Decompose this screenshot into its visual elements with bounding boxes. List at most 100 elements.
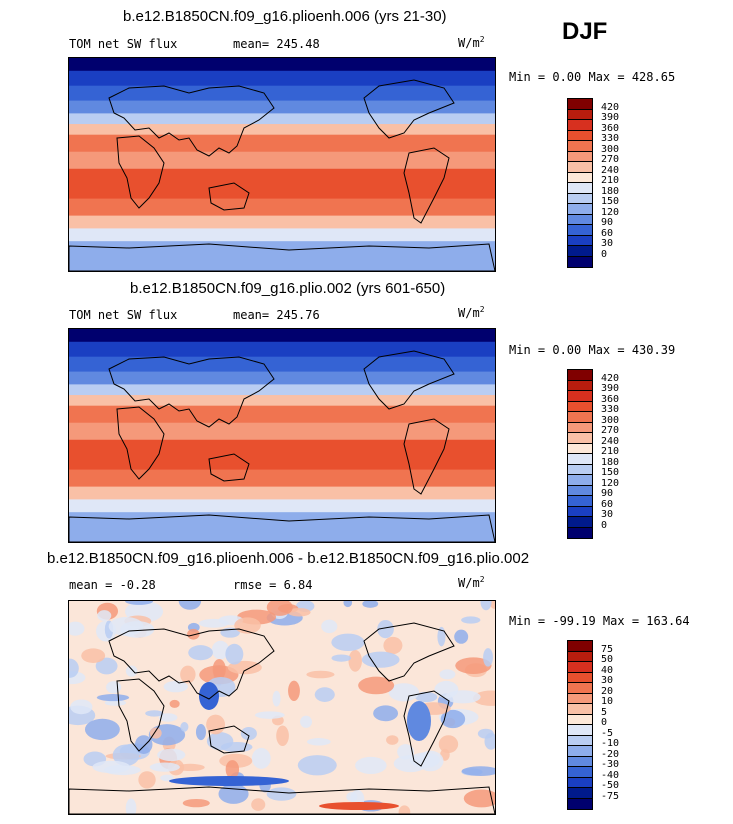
anomaly-blob <box>112 744 140 766</box>
colorbar-swatch <box>568 391 592 402</box>
colorbar-swatch <box>568 422 592 433</box>
anomaly-blob <box>163 680 188 693</box>
anomaly-blob <box>169 776 289 786</box>
coastline <box>208 453 250 482</box>
anomaly-blob <box>69 658 79 678</box>
anomaly-blob <box>362 601 379 608</box>
field-band <box>69 499 495 514</box>
colorbar-swatch <box>568 204 592 215</box>
panel-2-map <box>68 328 496 543</box>
anomaly-blob <box>157 748 186 762</box>
anomaly-blob <box>188 645 213 661</box>
coastline <box>363 622 455 682</box>
anomaly-blob <box>81 648 106 663</box>
anomaly-blob <box>206 732 234 751</box>
panel-3-title: b.e12.B1850CN.f09_g16.plioenh.006 - b.e1… <box>47 550 530 567</box>
anomaly-blob <box>300 715 313 728</box>
colorbar-tick-label: 210 <box>601 446 620 457</box>
anomaly-blob <box>297 755 337 776</box>
colorbar-swatch <box>568 746 592 757</box>
colorbar-swatch <box>568 662 592 673</box>
panel-2-colorbar <box>567 369 593 539</box>
anomaly-blob <box>182 798 210 808</box>
colorbar-swatch <box>568 443 592 454</box>
anomaly-blob <box>388 683 420 702</box>
colorbar-tick-label: 420 <box>601 372 620 384</box>
colorbar-tick-label: 40 <box>601 664 614 676</box>
colorbar-swatch <box>568 172 592 183</box>
field-band <box>69 341 495 358</box>
colorbar-swatch <box>568 651 592 662</box>
coastline <box>116 135 165 209</box>
anomaly-blob <box>454 629 469 644</box>
colorbar-swatch <box>568 454 592 465</box>
colorbar-tick-label: 20 <box>601 685 614 697</box>
colorbar-tick-label: 90 <box>601 488 614 499</box>
colorbar-tick-label: -30 <box>601 759 620 770</box>
colorbar-swatch <box>568 641 592 652</box>
colorbar-tick-label: -50 <box>601 780 620 791</box>
anomaly-blob <box>160 774 174 782</box>
panel-3-units: W/m2 <box>458 575 485 590</box>
anomaly-blob <box>199 682 219 710</box>
anomaly-blob <box>461 616 481 624</box>
colorbar-tick-label: 50 <box>601 654 614 665</box>
coastline <box>116 678 165 752</box>
anomaly-blob <box>120 621 155 638</box>
panel-2-minmax: Min = 0.00 Max = 430.39 <box>509 343 676 357</box>
anomaly-blob <box>314 687 335 702</box>
colorbar-tick-label: 120 <box>601 477 620 489</box>
anomaly-blob <box>169 699 180 708</box>
anomaly-blob <box>225 643 244 665</box>
colorbar-swatch <box>568 704 592 715</box>
field-band <box>69 405 495 424</box>
anomaly-blob <box>437 626 446 647</box>
colorbar-tick-label: 10 <box>601 696 614 707</box>
coastline <box>363 350 455 410</box>
colorbar-swatch <box>568 193 592 204</box>
panel-1-minmax: Min = 0.00 Max = 428.65 <box>509 70 676 84</box>
anomaly-blob <box>251 747 271 769</box>
colorbar-swatch <box>568 151 592 162</box>
anomaly-blob <box>306 738 331 746</box>
field-band <box>69 124 495 136</box>
colorbar-swatch <box>568 246 592 257</box>
anomaly-blob <box>355 756 387 774</box>
anomaly-blob <box>96 694 130 702</box>
anomaly-blob <box>266 787 297 801</box>
colorbar-tick-label: -20 <box>601 748 620 760</box>
anomaly-blob <box>125 798 137 814</box>
colorbar-tick-label: -5 <box>601 727 614 739</box>
colorbar-swatch <box>568 756 592 767</box>
anomaly-blob <box>306 670 335 679</box>
anomaly-blob <box>288 680 300 701</box>
field-band <box>69 329 495 343</box>
anomaly-blob <box>358 676 395 695</box>
anomaly-blob <box>187 628 200 640</box>
coastline <box>116 406 165 480</box>
anomaly-blob <box>287 607 311 617</box>
colorbar-swatch <box>568 496 592 507</box>
colorbar-swatch <box>568 214 592 225</box>
colorbar-tick-label: 120 <box>601 206 620 218</box>
coastline <box>403 418 450 495</box>
anomaly-blob <box>125 601 154 605</box>
colorbar-tick-label: 30 <box>601 675 614 686</box>
anomaly-blob <box>180 665 196 684</box>
colorbar-swatch <box>568 183 592 194</box>
colorbar-tick-label: 300 <box>601 143 620 155</box>
colorbar-swatch <box>568 735 592 746</box>
anomaly-blob <box>97 610 112 621</box>
panel-1-mean: mean= 245.48 <box>233 37 320 51</box>
colorbar-tick-label: 150 <box>601 467 620 478</box>
panel-2-mean: mean= 245.76 <box>233 308 320 322</box>
colorbar-swatch <box>568 235 592 246</box>
anomaly-blob <box>95 657 118 675</box>
field-band <box>69 384 495 397</box>
colorbar-tick-label: 180 <box>601 456 620 468</box>
field-band <box>69 100 495 115</box>
field-band <box>69 168 495 200</box>
anomaly-blob <box>70 699 93 715</box>
panel-2-variable: TOM net SW flux <box>69 308 178 322</box>
anomaly-blob <box>125 665 138 677</box>
